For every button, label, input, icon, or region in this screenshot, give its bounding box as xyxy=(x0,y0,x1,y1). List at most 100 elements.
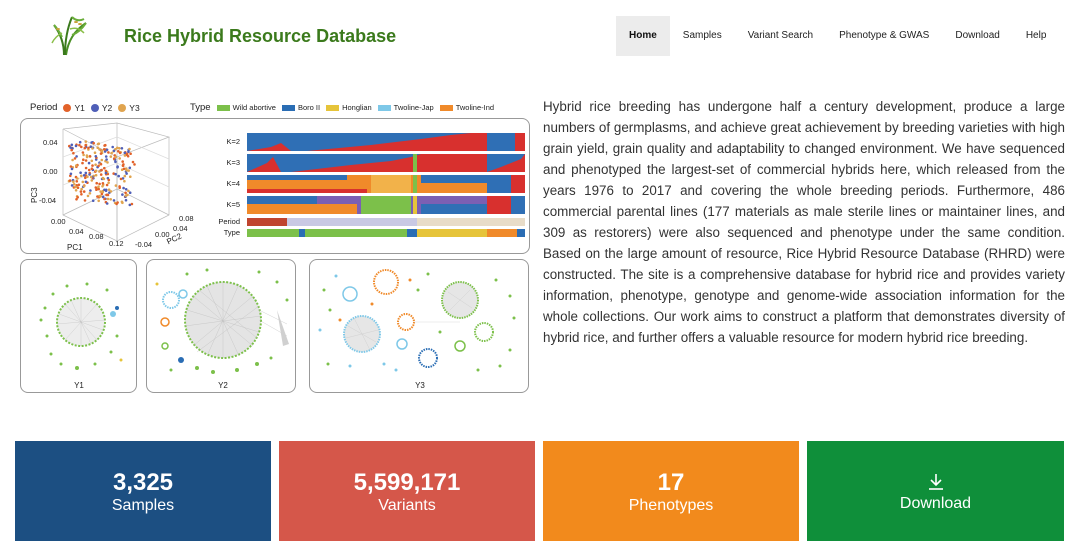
period-y3-swatch xyxy=(118,103,127,112)
pca-ztick-2: 0.04 xyxy=(173,224,188,233)
pca-point xyxy=(116,166,119,169)
pca-point xyxy=(68,179,72,182)
pca-point xyxy=(103,150,107,153)
period-legend-title: Period xyxy=(30,102,58,113)
pca-point xyxy=(98,148,101,151)
pca-point xyxy=(88,192,92,195)
overview-figure: Period Y1 Y2 Y3 Type Wild abortive Boro … xyxy=(16,96,534,396)
stat-samples-value: 3,325 xyxy=(112,469,174,496)
pca-point xyxy=(96,142,100,146)
pca-point xyxy=(109,155,113,158)
pca-point xyxy=(69,146,72,149)
pca-point xyxy=(125,152,129,156)
download-icon xyxy=(929,474,943,490)
pca-point xyxy=(106,161,109,164)
pca-point xyxy=(94,169,98,173)
pca-point xyxy=(118,157,121,160)
pca-point xyxy=(105,148,109,152)
period-y2-swatch xyxy=(90,103,99,112)
pca-point xyxy=(115,202,118,206)
nav-download[interactable]: Download xyxy=(955,30,1000,41)
pca-point xyxy=(74,144,78,148)
pca-point xyxy=(97,199,100,203)
pca-point xyxy=(104,189,108,192)
pca-point xyxy=(128,203,132,207)
pca-point xyxy=(76,177,79,180)
pca-point xyxy=(99,162,103,166)
pca-point xyxy=(101,182,105,185)
pca-point xyxy=(71,158,74,162)
pca-point xyxy=(73,157,77,160)
pca-point xyxy=(84,159,88,162)
nav-phenotype-gwas[interactable]: Phenotype & GWAS xyxy=(839,30,930,41)
stat-phenotypes-tile[interactable]: 17 Phenotypes xyxy=(543,441,799,541)
type-wild-abortive-label: Wild abortive xyxy=(232,103,276,112)
main-nav: Home Samples Variant Search Phenotype & … xyxy=(616,16,1059,56)
pca-point xyxy=(94,186,98,189)
pca-point xyxy=(114,184,118,187)
structure-row-label-k5: K=5 xyxy=(226,200,240,209)
structure-row-label-type: Type xyxy=(224,228,240,237)
pca-point xyxy=(120,147,124,150)
period-y2-label: Y2 xyxy=(101,102,113,113)
intro-paragraph: Hybrid rice breeding has undergone half … xyxy=(543,99,1065,345)
pca-point xyxy=(128,191,132,194)
pca-point xyxy=(95,181,98,185)
pca-point xyxy=(130,202,134,206)
pca-ztick-1: 0.00 xyxy=(155,230,170,239)
site-title[interactable]: Rice Hybrid Resource Database xyxy=(124,26,397,46)
pca-point xyxy=(84,140,88,143)
pca-point xyxy=(82,190,86,193)
pca-point xyxy=(84,171,88,175)
pca-point xyxy=(82,184,86,188)
stat-variants-label: Variants xyxy=(378,497,436,514)
pca-point xyxy=(101,176,105,180)
pca-point xyxy=(96,146,99,149)
type-boro-ii-label: Boro II xyxy=(297,103,321,112)
pca-point xyxy=(99,152,103,155)
pca-point xyxy=(124,194,128,197)
structure-row-label-k4: K=4 xyxy=(226,179,240,188)
type-honglian-swatch xyxy=(326,104,340,111)
pca-point xyxy=(91,164,94,167)
pca-point xyxy=(117,150,120,153)
pca-point xyxy=(131,160,135,164)
stat-samples-tile[interactable]: 3,325 Samples xyxy=(15,441,271,541)
pca-point xyxy=(107,151,110,154)
pca-point xyxy=(87,146,90,150)
stat-variants-tile[interactable]: 5,599,171 Variants xyxy=(279,441,535,541)
pca-point xyxy=(89,175,93,179)
pca-point xyxy=(116,146,119,150)
pca-point xyxy=(107,181,110,185)
network-y1-label: Y1 xyxy=(74,381,84,390)
type-twoline-ind-label: Twoline-Ind xyxy=(455,103,495,112)
stat-samples-label: Samples xyxy=(111,497,175,514)
pca-point xyxy=(121,193,124,196)
pca-point xyxy=(72,151,75,155)
nav-variant-search[interactable]: Variant Search xyxy=(747,30,814,41)
nav-home[interactable]: Home xyxy=(616,16,670,56)
nav-help[interactable]: Help xyxy=(1025,30,1047,41)
pca-point xyxy=(127,169,130,172)
pca-point xyxy=(85,154,89,157)
pca-point xyxy=(74,189,78,192)
pca-point xyxy=(75,155,78,158)
pca-ytick-0: 0.04 xyxy=(43,138,58,147)
structure-plot: K=2 K=3 K=4 K=5 Period Type xyxy=(218,133,525,237)
network-y2-label: Y2 xyxy=(218,381,228,390)
pca-point xyxy=(124,191,127,195)
rice-plant-logo[interactable] xyxy=(50,15,90,57)
pca-point xyxy=(105,158,108,161)
pca-point xyxy=(122,167,126,171)
nav-samples[interactable]: Samples xyxy=(682,30,722,41)
structure-period-bar xyxy=(247,218,525,226)
pca-point xyxy=(76,196,79,199)
pca-point xyxy=(69,174,72,178)
pca-point xyxy=(91,147,94,150)
pca-point xyxy=(93,151,97,154)
period-y1-label: Y1 xyxy=(74,102,85,113)
pca-point xyxy=(84,143,87,147)
pca-point xyxy=(69,172,73,176)
pca-point xyxy=(99,173,103,176)
stat-download-tile[interactable]: Download xyxy=(807,441,1064,541)
